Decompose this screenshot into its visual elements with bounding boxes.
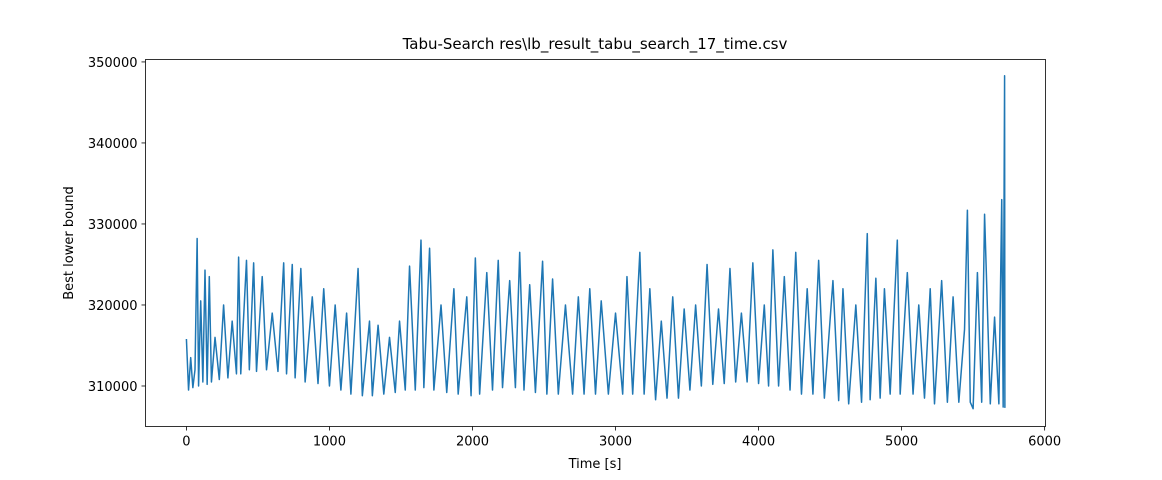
chart-title: Tabu-Search res\lb_result_tabu_search_17… [402, 35, 788, 54]
x-tick-label: 0 [182, 435, 190, 450]
y-axis-label: Best lower bound [62, 186, 77, 300]
x-tick-label: 1000 [313, 435, 346, 450]
x-tick-label: 4000 [742, 435, 775, 450]
data-line [185, 74, 1006, 410]
x-axis-label: Time [s] [568, 457, 622, 472]
plot-frame [145, 59, 1046, 427]
x-tick-label: 6000 [1028, 435, 1061, 450]
x-tick-label: 5000 [885, 435, 918, 450]
y-tick-label: 350000 [88, 56, 138, 71]
y-tick-label: 330000 [88, 218, 138, 233]
x-tick-label: 2000 [456, 435, 489, 450]
y-tick-label: 320000 [88, 299, 138, 314]
x-tick-label: 3000 [599, 435, 632, 450]
y-tick-label: 310000 [88, 380, 138, 395]
y-tick-label: 340000 [88, 137, 138, 152]
